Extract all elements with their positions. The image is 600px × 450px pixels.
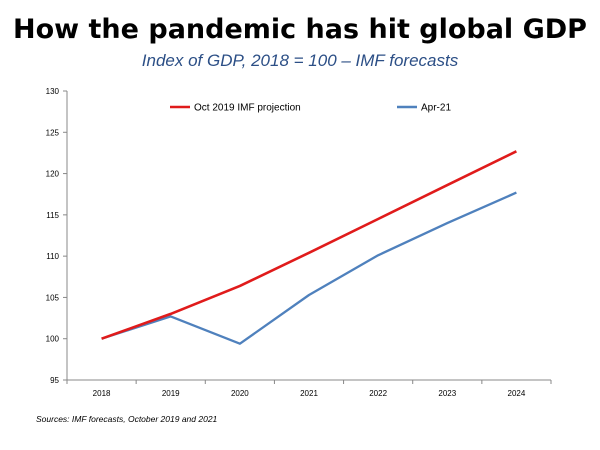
x-tick-label: 2022 bbox=[369, 389, 387, 398]
series-line-0 bbox=[101, 150, 517, 340]
y-tick-label: 130 bbox=[46, 87, 60, 96]
chart-series bbox=[101, 150, 517, 345]
y-tick-label: 95 bbox=[50, 376, 59, 385]
x-tick-label: 2020 bbox=[231, 389, 249, 398]
y-tick-label: 125 bbox=[46, 128, 60, 137]
y-axis-ticks: 95 100 105 110 115 120 125 130 bbox=[46, 87, 67, 385]
x-axis-ticks: 2018 2019 2020 2021 2022 2023 2024 bbox=[66, 380, 552, 398]
x-tick-label: 2024 bbox=[508, 389, 526, 398]
y-tick-label: 105 bbox=[46, 293, 60, 302]
y-tick-label: 100 bbox=[46, 335, 60, 344]
y-tick-label: 110 bbox=[46, 252, 59, 261]
chart-title: How the pandemic has hit global GDP bbox=[13, 14, 587, 45]
legend-label-1: Apr-21 bbox=[421, 103, 451, 114]
chart-legend: Oct 2019 IMF projection Apr-21 bbox=[170, 103, 451, 114]
x-tick-label: 2021 bbox=[300, 389, 318, 398]
y-tick-label: 115 bbox=[46, 211, 59, 220]
x-tick-label: 2018 bbox=[93, 389, 111, 398]
x-tick-label: 2023 bbox=[438, 389, 456, 398]
chart-axes bbox=[66, 91, 551, 381]
legend-label-0: Oct 2019 IMF projection bbox=[194, 103, 301, 114]
series-line-1 bbox=[101, 191, 517, 345]
chart-subtitle: Index of GDP, 2018 = 100 – IMF forecasts bbox=[141, 51, 459, 70]
source-note: Sources: IMF forecasts, October 2019 and… bbox=[36, 414, 218, 424]
y-tick-label: 120 bbox=[46, 170, 60, 179]
x-tick-label: 2019 bbox=[162, 389, 180, 398]
